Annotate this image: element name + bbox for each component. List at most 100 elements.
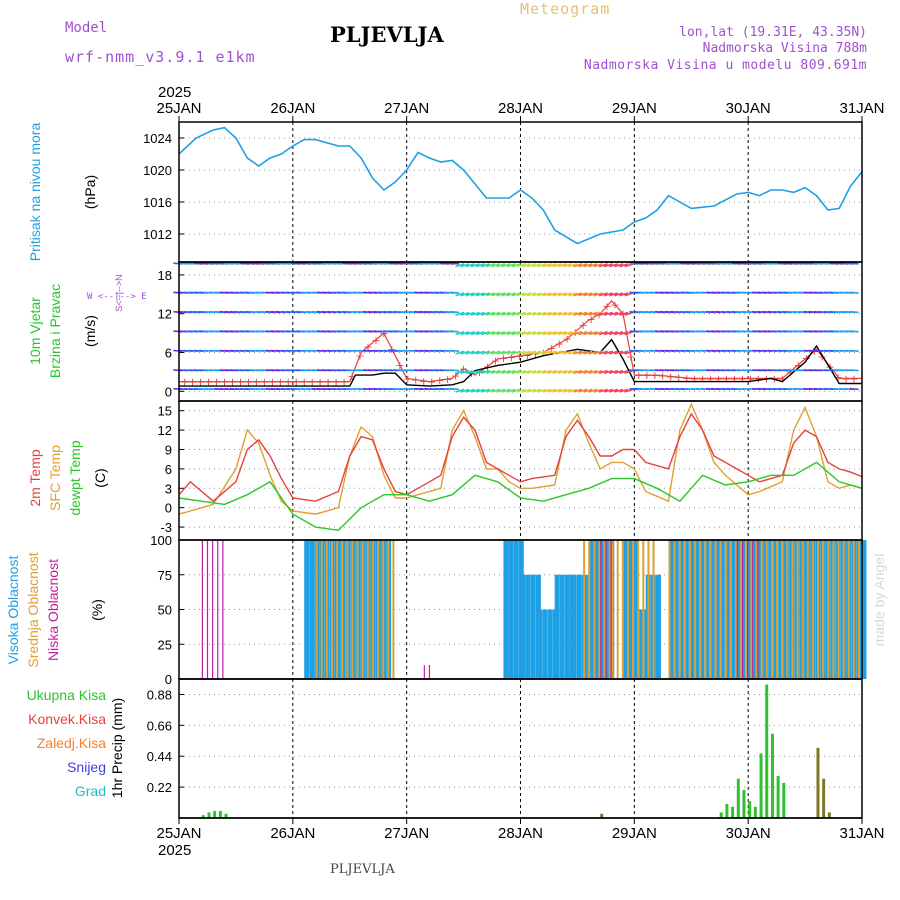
mid-cloud-bar [786,540,789,679]
precip-frozen-bar [827,812,831,818]
wind-arrow [849,291,859,294]
wind-arrow [598,263,608,268]
gust-marker: + [578,319,587,332]
wind-arrow [470,311,480,316]
wind-arrow [465,388,475,393]
low-cloud-bar [206,540,209,679]
credit-text: made by Angel [871,554,887,647]
wind-arrow [542,311,552,316]
wind-arrow [593,292,603,297]
low-cloud-bar [747,540,749,679]
wind-arrow [542,292,552,297]
mid-cloud-bar [688,540,691,679]
wind-arrow [578,331,588,336]
cloud-unit: (%) [89,599,105,621]
mid-cloud-bar [603,540,606,679]
mid-cloud-bar [811,540,814,679]
wind-arrow [562,263,572,268]
wind-arrow [501,331,511,336]
gust-marker: + [833,371,842,384]
mid-cloud-bar [765,540,768,679]
wind-arrow [624,331,634,336]
wind-arrow [593,369,603,375]
wind-arrow [465,331,475,336]
wind-arrow [511,331,521,336]
wind-arrow [624,263,634,268]
mid-cloud-bar [371,540,374,679]
mid-cloud-label: Srednja Oblacnost [25,552,41,667]
gust-marker: + [849,372,858,385]
wind-arrow [583,331,593,336]
high-cloud-bar [634,609,640,679]
wind-arrow [583,388,593,393]
high-cloud-bar [503,540,509,679]
wind-arrow [470,350,480,355]
gust-marker: + [236,376,245,389]
wind-arrow [470,292,480,297]
wind-arrow [516,263,526,268]
high-cloud-bar [530,574,536,679]
wind-arrow [603,350,613,355]
wind-arrow [521,388,531,393]
wind-arrow [465,350,475,355]
gust-marker: + [650,369,659,382]
high-cloud-bar [622,540,628,679]
mid-cloud-bar [593,540,596,679]
mid-cloud-bar [852,540,855,679]
wind-arrow [557,331,567,336]
gust-marker: + [586,313,595,326]
precip-legend-item: Snijeg [67,759,106,775]
wind-arrow [475,350,485,355]
wind-arrow [475,292,485,297]
high-cloud-bar [508,540,514,679]
model-name: wrf-nmm_v3.9.1 e1km [65,48,256,66]
wind-arrow [501,292,511,297]
low-cloud-bar [222,540,224,679]
gust-marker: + [483,360,492,373]
wind-arrow [455,292,465,297]
mid-cloud-bar [621,540,624,679]
wind-arrow [603,369,613,375]
wind-arrow [460,388,470,393]
wind-arrow [480,292,491,297]
gust-marker: + [794,359,803,372]
mid-cloud-bar [735,540,738,679]
mid-cloud-bar [583,540,586,679]
wind-arrow [552,350,562,355]
gust-marker: + [387,343,396,356]
mid-cloud-bar [740,540,743,679]
wind-arrow [506,369,516,375]
wind-arrow [527,388,537,393]
wind-arrow [521,292,531,297]
gust-marker: + [284,376,293,389]
mid-cloud-bar [719,540,722,679]
wind-arrow [506,350,516,355]
y-tick-label: 0.22 [147,780,172,795]
gust-marker: + [706,372,715,385]
y-tick-label: 25 [158,637,172,652]
pressure-line [178,126,863,245]
mid-cloud-bar [729,540,732,679]
precip-total-bar [765,684,769,818]
y-tick-label: 18 [158,268,172,283]
mid-cloud-bar [822,540,825,679]
precip-total-bar [742,789,746,818]
gust-marker: + [363,341,372,354]
wind-arrow [542,369,552,375]
precip-total-bar [213,810,217,818]
gust-marker: + [778,372,787,385]
wind-arrow [588,369,598,375]
gust-marker: + [491,355,500,368]
station-title: PLJEVLJA [330,22,444,47]
gust-marker: + [610,299,619,312]
gust-marker: + [308,376,317,389]
wind-arrow [578,311,588,316]
mid-cloud-bar [315,540,318,679]
precip-total-bar [725,803,729,818]
wind-arrow [501,369,511,375]
wind-arrow [598,292,608,297]
high-cloud-bar [724,540,730,679]
wind-arrow [527,263,537,268]
wind-arrow [603,388,613,393]
gust-marker: + [738,372,747,385]
